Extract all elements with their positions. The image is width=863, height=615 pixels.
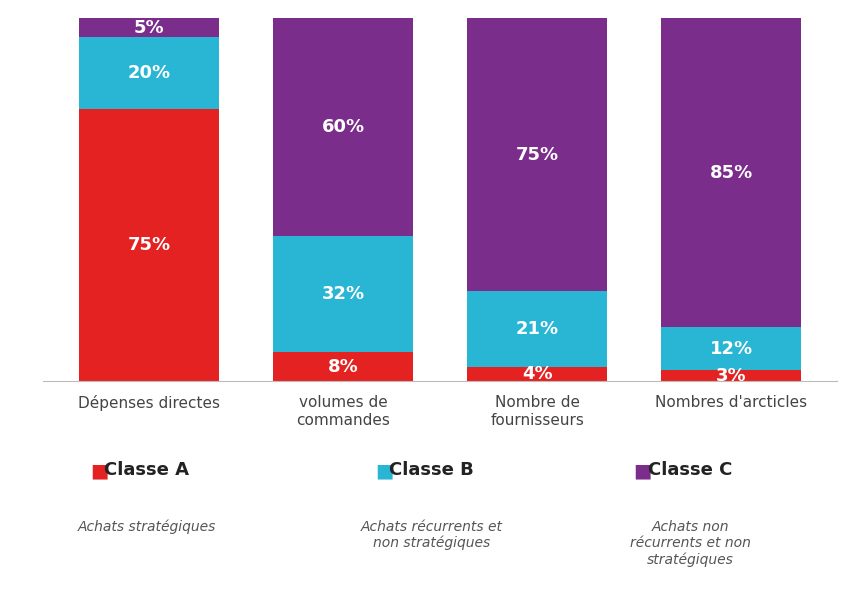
- Bar: [661, 327, 801, 370]
- Text: 4%: 4%: [522, 365, 552, 383]
- Text: 85%: 85%: [709, 164, 753, 181]
- Bar: [79, 18, 219, 37]
- Text: Achats non
récurrents et non
stratégiques: Achats non récurrents et non stratégique…: [630, 520, 751, 566]
- Text: ■: ■: [375, 461, 394, 480]
- Text: Classe B: Classe B: [389, 461, 474, 480]
- Bar: [79, 109, 219, 381]
- Text: Achats stratégiques: Achats stratégiques: [78, 520, 216, 534]
- Text: 75%: 75%: [128, 236, 171, 254]
- Text: 3%: 3%: [716, 367, 746, 385]
- Text: 75%: 75%: [515, 146, 558, 164]
- Bar: [274, 18, 413, 236]
- Text: Classe A: Classe A: [104, 461, 189, 480]
- Bar: [274, 352, 413, 381]
- Text: 32%: 32%: [322, 285, 365, 303]
- Text: ■: ■: [90, 461, 109, 480]
- Text: 12%: 12%: [709, 339, 753, 358]
- Text: 20%: 20%: [128, 64, 171, 82]
- Bar: [467, 290, 607, 367]
- Bar: [467, 367, 607, 381]
- Bar: [661, 370, 801, 381]
- Text: 8%: 8%: [328, 358, 358, 376]
- Text: ■: ■: [633, 461, 652, 480]
- Text: Achats récurrents et
non stratégiques: Achats récurrents et non stratégiques: [361, 520, 502, 550]
- Text: 21%: 21%: [515, 320, 558, 338]
- Text: 60%: 60%: [322, 118, 365, 137]
- Bar: [467, 18, 607, 291]
- Text: Classe C: Classe C: [648, 461, 733, 480]
- Bar: [661, 18, 801, 327]
- Text: 5%: 5%: [134, 18, 164, 36]
- Bar: [79, 37, 219, 109]
- Bar: [274, 236, 413, 352]
